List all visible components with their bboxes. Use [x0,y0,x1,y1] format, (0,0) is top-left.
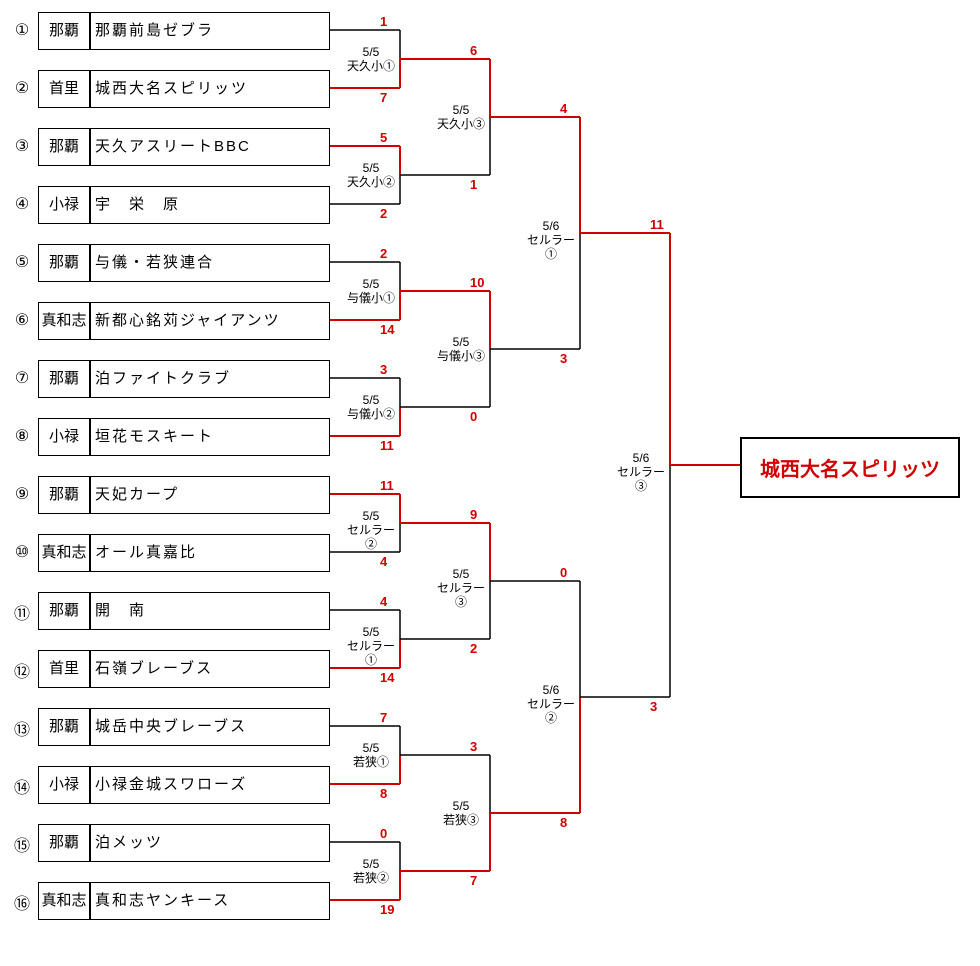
team-10: オール真嘉比 [90,534,330,572]
score: 3 [380,362,387,377]
seed-7: ⑦ [10,368,34,388]
score: 1 [470,177,477,192]
team-16: 真和志ヤンキース [90,882,330,920]
score: 3 [650,699,657,714]
team-11: 開 南 [90,592,330,630]
seed-13: ⑬ [10,716,34,740]
seed-3: ③ [10,136,34,156]
score: 8 [560,815,567,830]
score: 0 [470,409,477,424]
team-5: 与儀・若狭連合 [90,244,330,282]
score: 4 [380,594,387,609]
seed-1: ① [10,20,34,40]
score: 1 [380,14,387,29]
match-label: 5/5若狭① [344,741,398,769]
score: 0 [560,565,567,580]
match-label: 5/5与儀小① [344,277,398,305]
match-label: 5/5与儀小③ [434,335,488,363]
region-14: 小禄 [38,766,90,804]
team-8: 垣花モスキート [90,418,330,456]
score: 6 [470,43,477,58]
score: 11 [380,478,394,493]
seed-4: ④ [10,194,34,214]
match-label: 5/5天久小③ [434,103,488,131]
score: 11 [650,217,664,232]
score: 9 [470,507,477,522]
team-2: 城西大名スピリッツ [90,70,330,108]
team-4: 宇 栄 原 [90,186,330,224]
team-7: 泊ファイトクラブ [90,360,330,398]
region-13: 那覇 [38,708,90,746]
score: 2 [470,641,477,656]
seed-6: ⑥ [10,310,34,330]
region-3: 那覇 [38,128,90,166]
team-3: 天久アスリートBBC [90,128,330,166]
region-9: 那覇 [38,476,90,514]
seed-2: ② [10,78,34,98]
match-label: 5/5若狭② [344,857,398,885]
region-16: 真和志 [38,882,90,920]
match-label: 5/5天久小① [344,45,398,73]
match-label: 5/5天久小② [344,161,398,189]
seed-16: ⑯ [10,890,34,914]
match-label: 5/6セルラー① [524,219,578,261]
score: 7 [470,873,477,888]
score: 14 [380,322,394,337]
match-label: 5/5セルラー③ [434,567,488,609]
region-4: 小禄 [38,186,90,224]
match-label: 5/6セルラー② [524,683,578,725]
team-12: 石嶺ブレーブス [90,650,330,688]
score: 8 [380,786,387,801]
team-15: 泊メッツ [90,824,330,862]
score: 11 [380,438,394,453]
score: 7 [380,90,387,105]
region-2: 首里 [38,70,90,108]
team-14: 小禄金城スワローズ [90,766,330,804]
score: 0 [380,826,387,841]
team-1: 那覇前島ゼブラ [90,12,330,50]
region-5: 那覇 [38,244,90,282]
seed-8: ⑧ [10,426,34,446]
seed-15: ⑮ [10,832,34,856]
seed-14: ⑭ [10,774,34,798]
score: 2 [380,246,387,261]
region-15: 那覇 [38,824,90,862]
team-13: 城岳中央ブレーブス [90,708,330,746]
match-label: 5/5若狭③ [434,799,488,827]
region-8: 小禄 [38,418,90,456]
region-12: 首里 [38,650,90,688]
score: 3 [470,739,477,754]
score: 14 [380,670,394,685]
score: 7 [380,710,387,725]
match-label: 5/6セルラー③ [614,451,668,493]
match-label: 5/5セルラー① [344,625,398,667]
team-6: 新都心銘苅ジャイアンツ [90,302,330,340]
seed-10: ⑩ [10,542,34,562]
score: 10 [470,275,484,290]
score: 4 [560,101,567,116]
match-label: 5/5セルラー② [344,509,398,551]
region-6: 真和志 [38,302,90,340]
score: 4 [380,554,387,569]
region-7: 那覇 [38,360,90,398]
region-1: 那覇 [38,12,90,50]
score: 5 [380,130,387,145]
team-9: 天妃カープ [90,476,330,514]
region-10: 真和志 [38,534,90,572]
match-label: 5/5与儀小② [344,393,398,421]
score: 2 [380,206,387,221]
seed-9: ⑨ [10,484,34,504]
seed-11: ⑪ [10,600,34,624]
seed-12: ⑫ [10,658,34,682]
score: 19 [380,902,394,917]
region-11: 那覇 [38,592,90,630]
seed-5: ⑤ [10,252,34,272]
winner-box: 城西大名スピリッツ [740,437,960,498]
score: 3 [560,351,567,366]
